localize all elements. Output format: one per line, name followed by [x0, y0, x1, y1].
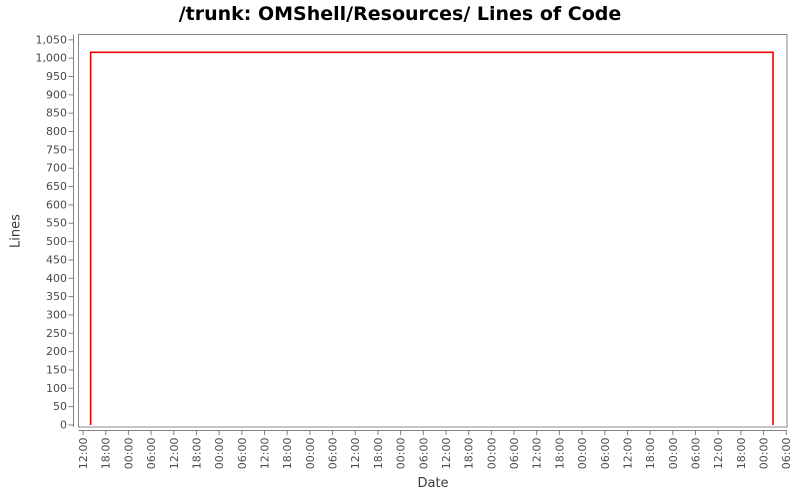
- y-tick-label: 750: [46, 143, 67, 156]
- x-tick-label: 12:00: [349, 438, 362, 470]
- y-tick-label: 950: [46, 70, 67, 83]
- y-tick-label: 450: [46, 253, 67, 266]
- y-tick-label: 50: [53, 400, 67, 413]
- x-tick-label: 18:00: [281, 438, 294, 470]
- x-tick-label: 06:00: [508, 438, 521, 470]
- x-tick-label: 12:00: [77, 438, 90, 470]
- y-tick-label: 0: [60, 418, 67, 431]
- y-tick-label: 500: [46, 235, 67, 248]
- x-tick-label: 12:00: [712, 438, 725, 470]
- x-tick-label: 18:00: [190, 438, 203, 470]
- y-tick-label: 600: [46, 198, 67, 211]
- x-tick-label: 18:00: [463, 438, 476, 470]
- x-tick-label: 06:00: [327, 438, 340, 470]
- chart-title: /trunk: OMShell/Resources/ Lines of Code: [178, 3, 622, 25]
- x-tick-label: 18:00: [644, 438, 657, 470]
- x-tick-label: 06:00: [417, 438, 430, 470]
- y-tick-label: 350: [46, 290, 67, 303]
- series-line-lines-of-code: [89, 51, 774, 425]
- x-tick-label: 00:00: [667, 438, 680, 470]
- x-axis-title: Date: [417, 476, 449, 491]
- plot-frame: [78, 34, 788, 428]
- x-tick-labels: 12:00 18:00 00:00 06:00 12:00 18:00 00:00 06:00…: [77, 438, 793, 470]
- x-tick-label: 06:00: [236, 438, 249, 470]
- x-axis: [78, 430, 787, 435]
- x-tick-label: 00:00: [213, 438, 226, 470]
- y-tick-label: 1,050: [36, 33, 68, 46]
- y-tick-label: 900: [46, 88, 67, 101]
- y-tick-labels: 0 50 100 150 200 250 300 350 400 450 500 550 600 650 7…: [36, 33, 68, 431]
- x-tick-label: 00:00: [122, 438, 135, 470]
- x-tick-label: 00:00: [395, 438, 408, 470]
- y-tick-label: 400: [46, 272, 67, 285]
- y-axis: [68, 34, 74, 427]
- x-tick-label: 00:00: [576, 438, 589, 470]
- y-tick-label: 250: [46, 327, 67, 340]
- x-tick-label: 12:00: [531, 438, 544, 470]
- y-tick-label: 650: [46, 180, 67, 193]
- y-tick-label: 1,000: [36, 52, 68, 65]
- x-tick-label: 12:00: [440, 438, 453, 470]
- x-tick-label: 12:00: [259, 438, 272, 470]
- x-tick-label: 00:00: [304, 438, 317, 470]
- x-tick-label: 12:00: [168, 438, 181, 470]
- x-tick-label: 18:00: [553, 438, 566, 470]
- x-tick-label: 18:00: [100, 438, 113, 470]
- x-tick-label: 18:00: [735, 438, 748, 470]
- x-tick-label: 06:00: [690, 438, 703, 470]
- y-tick-label: 100: [46, 382, 67, 395]
- y-tick-label: 700: [46, 162, 67, 175]
- x-tick-label: 00:00: [758, 438, 771, 470]
- y-tick-label: 800: [46, 125, 67, 138]
- x-tick-label: 18:00: [372, 438, 385, 470]
- y-tick-label: 550: [46, 217, 67, 230]
- x-tick-label: 06:00: [780, 438, 793, 470]
- y-tick-label: 850: [46, 107, 67, 120]
- x-tick-label: 06:00: [145, 438, 158, 470]
- x-tick-label: 00:00: [485, 438, 498, 470]
- y-tick-label: 300: [46, 308, 67, 321]
- x-tick-label: 12:00: [621, 438, 634, 470]
- x-tick-label: 06:00: [599, 438, 612, 470]
- y-tick-label: 150: [46, 363, 67, 376]
- y-tick-label: 200: [46, 345, 67, 358]
